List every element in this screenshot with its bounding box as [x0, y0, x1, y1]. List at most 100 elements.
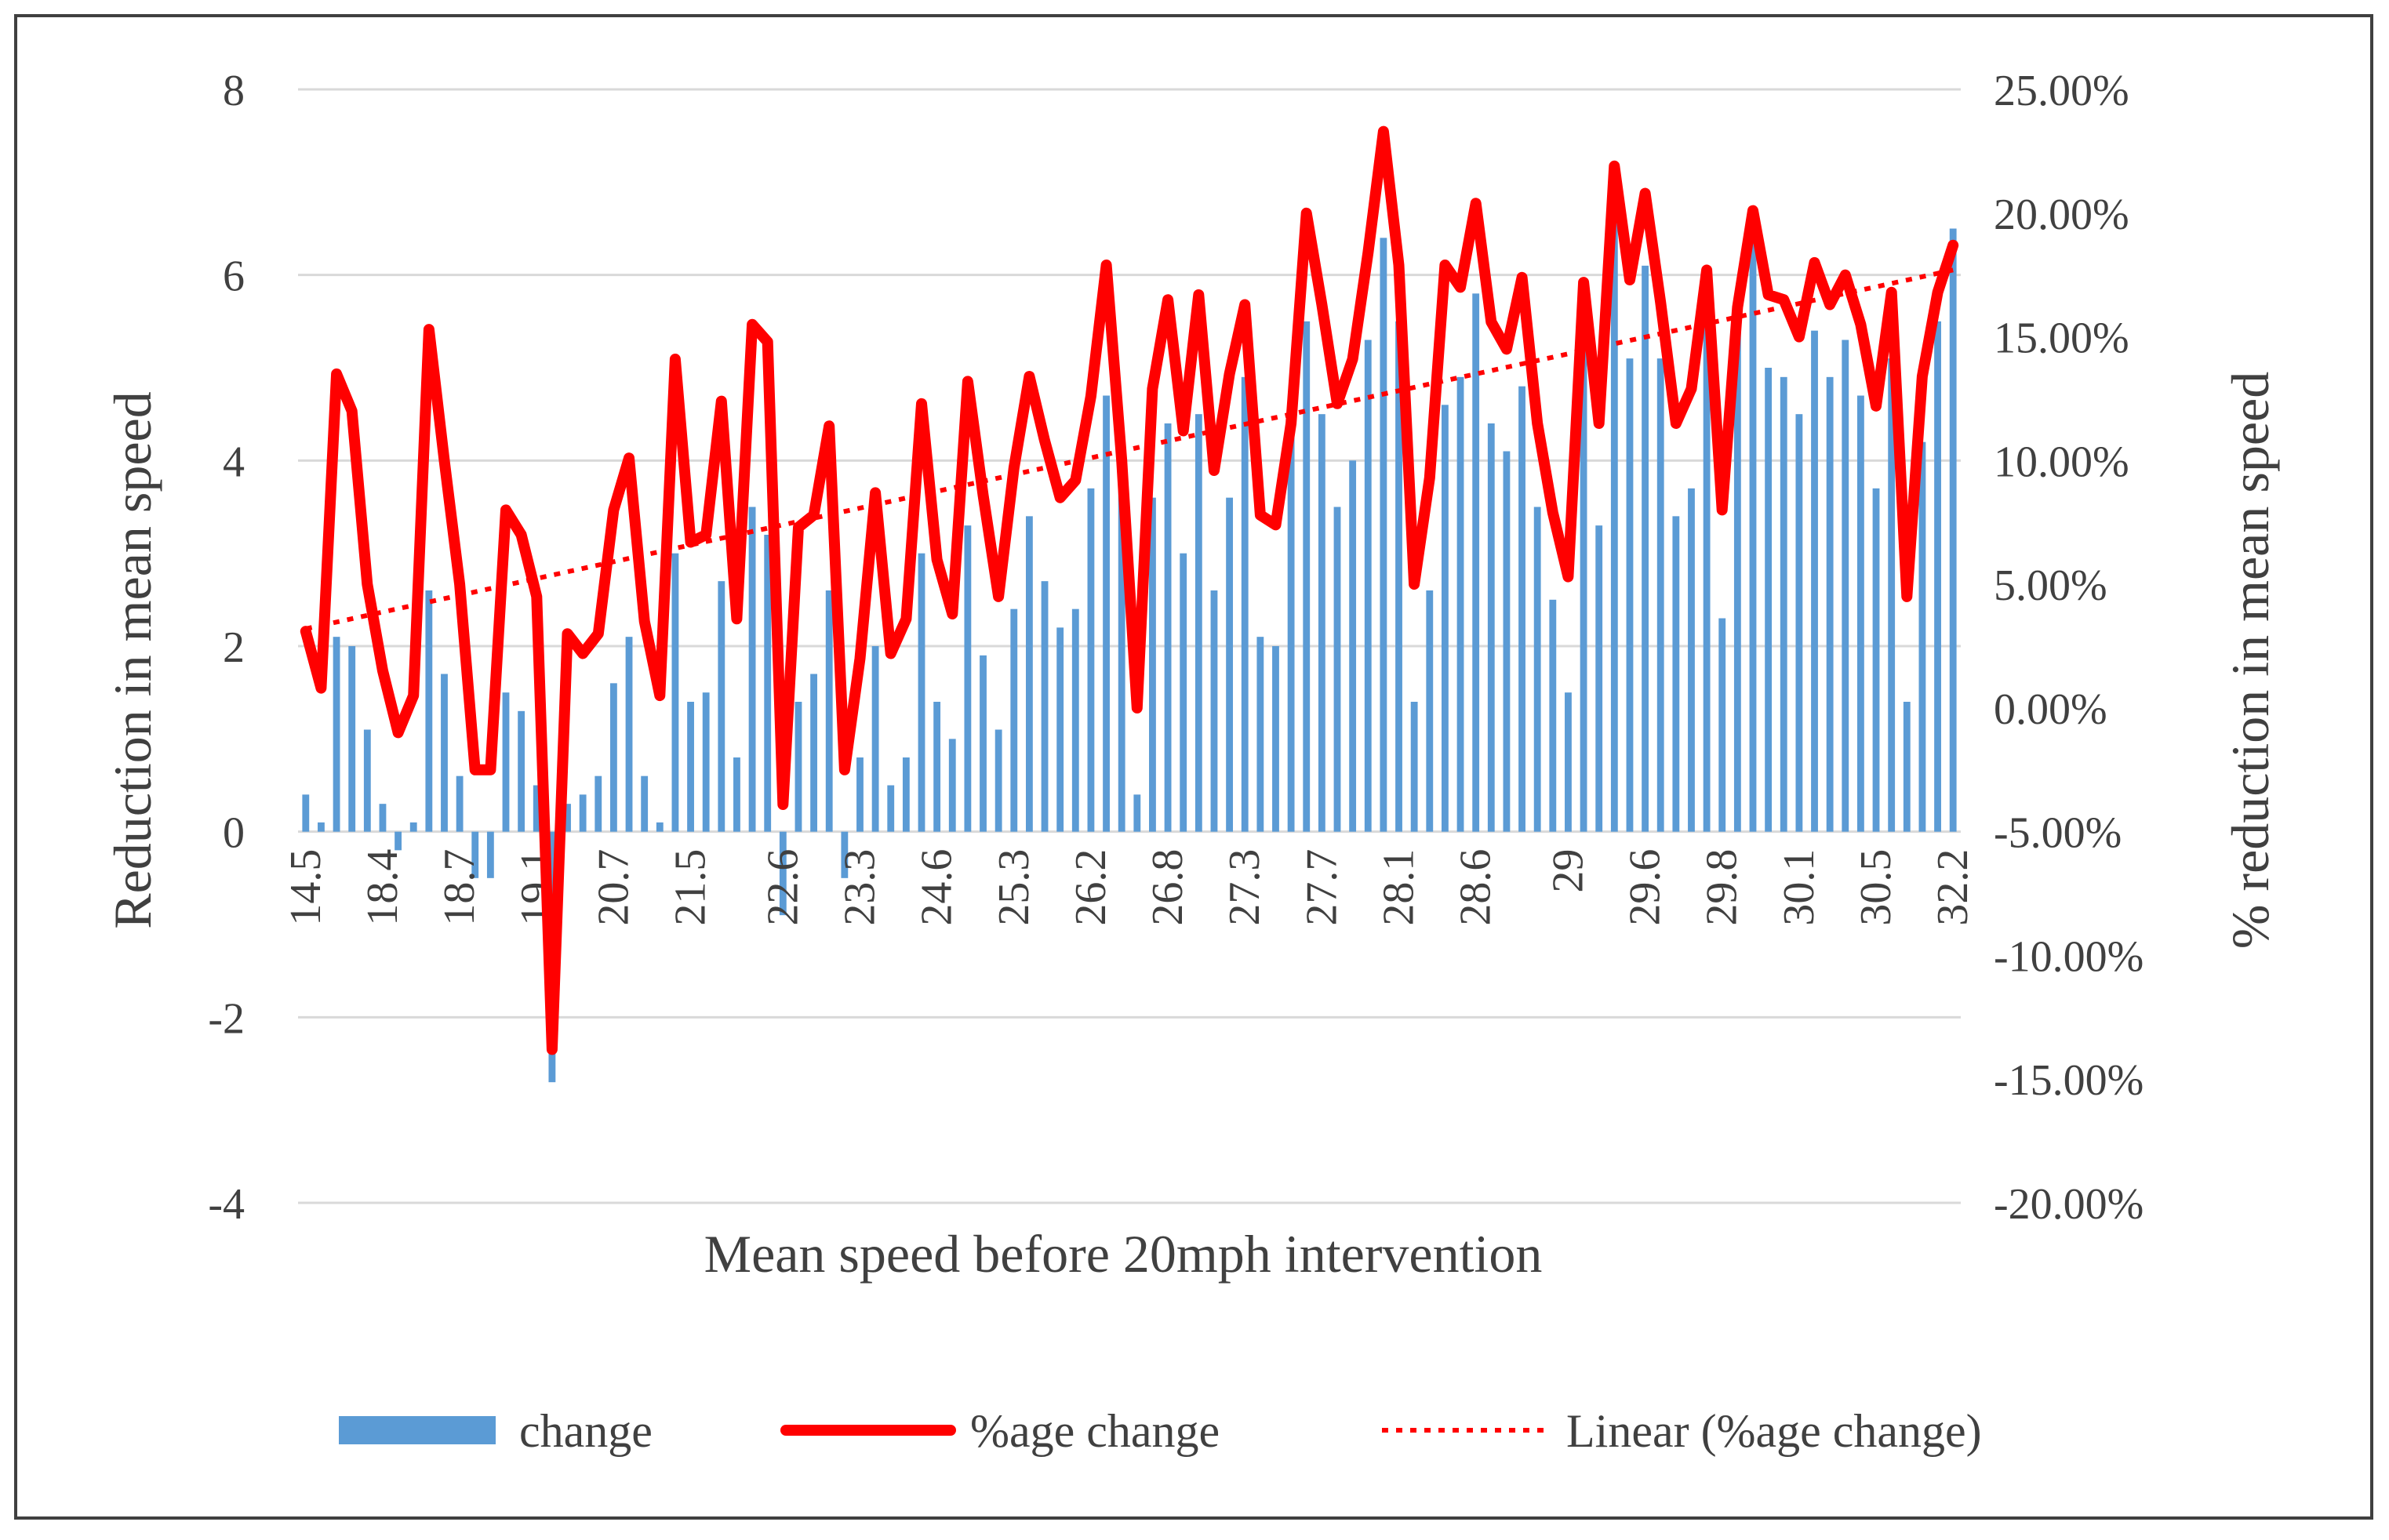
- bar: [609, 683, 617, 832]
- x-tick-label: 28.1: [1375, 849, 1424, 926]
- x-tick-label: 18.4: [358, 849, 407, 926]
- bar: [533, 785, 540, 832]
- bar: [348, 646, 356, 832]
- y2-axis-title: % reduction in mean speed: [2220, 372, 2280, 949]
- bar: [980, 655, 987, 832]
- bar: [841, 831, 849, 878]
- bar: [1503, 451, 1511, 832]
- bar: [333, 637, 340, 832]
- x-tick-label: 24.6: [913, 849, 962, 926]
- bar: [1934, 321, 1941, 832]
- bar: [1642, 265, 1649, 832]
- line-series-pct-change: [300, 125, 1959, 1055]
- bar: [733, 757, 740, 832]
- bar: [1518, 386, 1525, 832]
- bar: [302, 794, 310, 832]
- y2-tick-label: 15.00%: [1994, 314, 2129, 363]
- bar: [518, 710, 525, 832]
- bar: [1133, 794, 1141, 832]
- y-tick-label: 4: [223, 438, 245, 486]
- y2-tick-label: 0.00%: [1994, 685, 2107, 734]
- bar: [1118, 470, 1125, 832]
- bar: [671, 553, 679, 832]
- bar: [995, 729, 1002, 832]
- x-tick-label: 26.8: [1144, 849, 1192, 926]
- bar: [1703, 312, 1711, 832]
- x-tick-label: 22.6: [758, 849, 807, 926]
- y-tick-label: -2: [208, 994, 245, 1043]
- bar: [887, 785, 895, 832]
- x-tick-label: 29.8: [1698, 849, 1747, 926]
- bar: [1549, 599, 1557, 832]
- x-tick-label: 32.2: [1929, 849, 1977, 926]
- bar: [933, 702, 941, 832]
- bar: [1888, 358, 1896, 832]
- x-tick-label: 25.3: [990, 849, 1038, 926]
- bar: [1056, 627, 1064, 832]
- y2-tick-label: -20.00%: [1994, 1180, 2144, 1229]
- y2-tick-label: -10.00%: [1994, 932, 2144, 981]
- bar: [948, 739, 956, 832]
- bar: [1180, 553, 1187, 832]
- bar: [1949, 228, 1957, 832]
- bar: [471, 831, 479, 878]
- y2-tick-label: 10.00%: [1994, 438, 2129, 486]
- bar: [441, 674, 448, 832]
- bar: [1426, 590, 1434, 832]
- bar: [918, 553, 925, 832]
- bar: [1688, 488, 1695, 832]
- y2-tick-label: 25.00%: [1994, 67, 2129, 115]
- x-tick-label: 18.7: [435, 849, 484, 926]
- bar: [1272, 646, 1279, 832]
- x-tick-label: 14.5: [282, 849, 330, 926]
- y2-tick-labels: 25.00% 20.00% 15.00% 10.00% 5.00% 0.00% -5.00%…: [1994, 67, 2144, 1229]
- bar: [1303, 321, 1311, 832]
- bar: [1226, 497, 1234, 832]
- bar: [1287, 405, 1295, 832]
- bar: [395, 831, 402, 851]
- bar: [1071, 608, 1079, 832]
- x-tick-label: 23.3: [835, 849, 884, 926]
- bar: [486, 831, 494, 878]
- bar: [1749, 238, 1757, 832]
- x-tick-label: 29.6: [1621, 849, 1670, 926]
- bar: [1765, 368, 1773, 832]
- y2-tick-label: -5.00%: [1994, 809, 2122, 858]
- bar: [656, 822, 664, 832]
- bar: [1041, 581, 1049, 832]
- bar: [1410, 702, 1418, 832]
- bar: [641, 775, 649, 832]
- bar: [1349, 460, 1357, 832]
- bar: [1472, 293, 1480, 832]
- bar: [1610, 219, 1618, 832]
- y2-tick-label: 5.00%: [1994, 561, 2107, 610]
- bar: [1380, 238, 1387, 832]
- bar: [748, 507, 756, 832]
- bar: [1487, 423, 1495, 832]
- bar: [1194, 414, 1202, 832]
- bar: [1918, 441, 1926, 832]
- x-tick-label: 27.7: [1297, 849, 1346, 926]
- bar: [1395, 321, 1402, 832]
- bar: [1025, 516, 1033, 832]
- bar: [579, 794, 587, 832]
- bar: [1565, 692, 1572, 832]
- bar: [902, 757, 910, 832]
- bar: [1164, 423, 1172, 832]
- bar: [1656, 358, 1664, 832]
- legend-label-pct-change: %age change: [970, 1405, 1220, 1457]
- bar: [779, 831, 787, 916]
- bar: [1580, 349, 1587, 832]
- x-tick-label: 26.2: [1067, 849, 1115, 926]
- bar: [379, 804, 387, 832]
- y-tick-label: 8: [223, 67, 245, 115]
- x-tick-label: 28.6: [1452, 849, 1500, 926]
- bar: [1903, 702, 1911, 832]
- y-tick-label: 2: [223, 623, 245, 672]
- legend: change %age change Linear (%age change): [339, 1405, 1982, 1457]
- bar: [1626, 358, 1634, 832]
- bar: [687, 702, 694, 832]
- y-tick-labels: 8 6 4 2 0 -2 -4: [208, 67, 245, 1229]
- bar: [1318, 414, 1325, 832]
- bar: [856, 757, 864, 832]
